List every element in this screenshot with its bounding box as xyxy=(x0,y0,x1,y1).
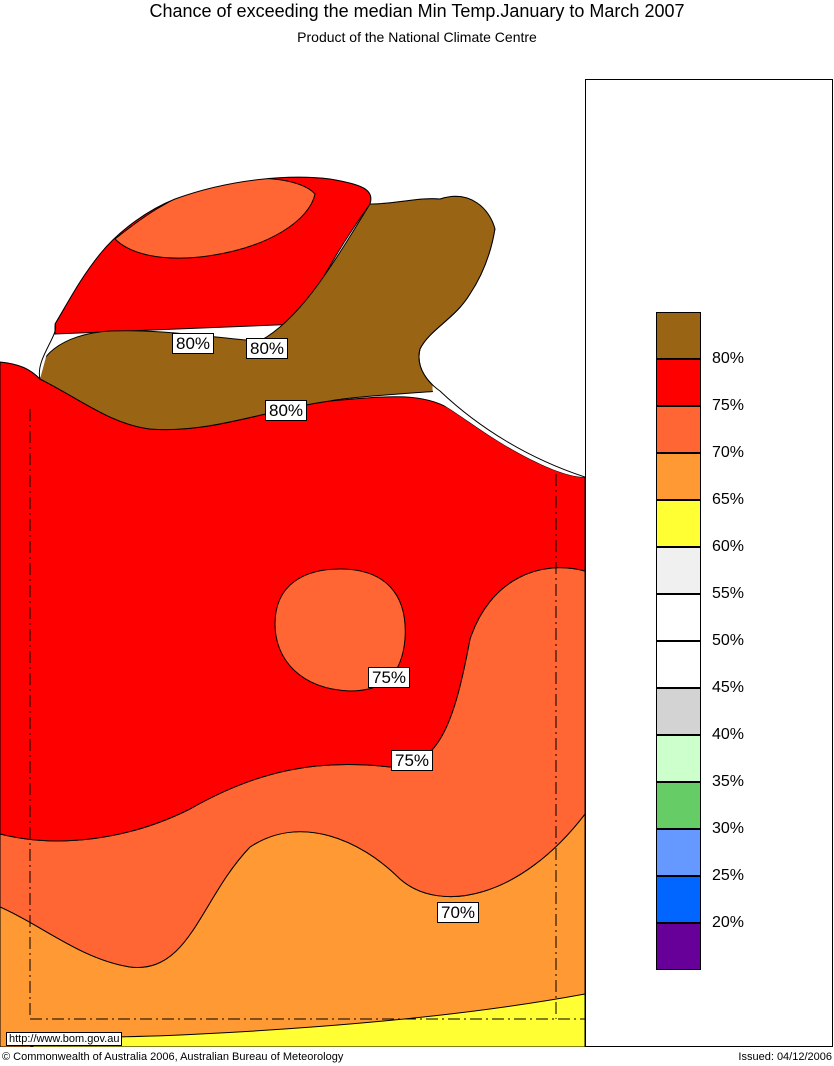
contour-label: 80% xyxy=(265,400,308,421)
legend-swatch xyxy=(656,735,701,782)
region-70-75-oval xyxy=(274,568,406,692)
sea-north xyxy=(0,79,585,477)
legend-swatch xyxy=(656,782,701,829)
legend-label: 30% xyxy=(712,820,745,837)
copyright-text: © Commonwealth of Australia 2006, Austra… xyxy=(2,1051,344,1063)
contour-label: 80% xyxy=(172,333,215,354)
legend-label: 35% xyxy=(712,773,745,790)
legend-swatch xyxy=(656,547,701,594)
legend-swatch xyxy=(656,688,701,735)
legend-swatch xyxy=(656,641,701,688)
legend-label: 20% xyxy=(712,914,745,931)
contour-label: 70% xyxy=(437,902,480,923)
probability-map xyxy=(0,79,585,1047)
legend-swatch xyxy=(656,406,701,453)
legend-label: 45% xyxy=(712,679,745,696)
map-title: Chance of exceeding the median Min Temp.… xyxy=(149,1,685,21)
legend-label: 80% xyxy=(712,350,745,367)
contour-label: 75% xyxy=(368,667,411,688)
legend-swatch xyxy=(656,359,701,406)
contour-label: 80% xyxy=(246,338,289,359)
map-legend-divider xyxy=(585,79,586,1047)
website-url[interactable]: http://www.bom.gov.au xyxy=(6,1032,123,1046)
legend-label: 55% xyxy=(712,585,745,602)
legend-label: 60% xyxy=(712,538,745,555)
legend-label: 70% xyxy=(712,444,745,461)
map-subtitle: Product of the National Climate Centre xyxy=(297,29,537,45)
legend-swatch xyxy=(656,594,701,641)
contour-label: 75% xyxy=(391,750,434,771)
legend-label: 65% xyxy=(712,491,745,508)
legend-swatch xyxy=(656,312,701,359)
legend-swatch xyxy=(656,453,701,500)
issued-date: Issued: 04/12/2006 xyxy=(738,1051,832,1063)
legend-label: 25% xyxy=(712,867,745,884)
legend-swatch xyxy=(656,923,701,970)
legend-swatch xyxy=(656,500,701,547)
legend-label: 75% xyxy=(712,397,745,414)
legend-swatch xyxy=(656,876,701,923)
legend-label: 40% xyxy=(712,726,745,743)
legend-swatch xyxy=(656,829,701,876)
legend-label: 50% xyxy=(712,632,745,649)
